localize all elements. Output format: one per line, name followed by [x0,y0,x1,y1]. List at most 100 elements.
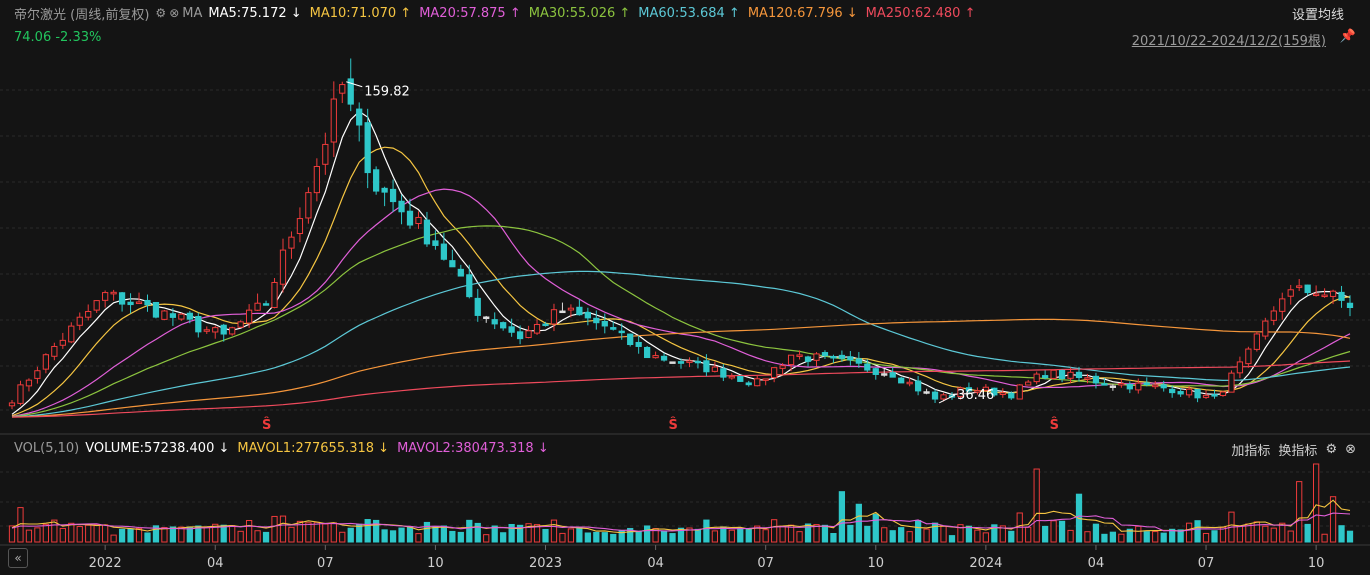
candle-body [669,361,676,364]
volume-bar [42,523,49,543]
candle-body [1075,371,1083,378]
volume-bar [1177,529,1184,543]
volume-bar [1313,463,1320,543]
volume-bar [593,531,600,543]
candle-body [923,391,930,394]
candle-body [1338,291,1345,301]
candle-body [440,243,448,260]
ma120-line [11,318,1351,418]
volume-bar [1338,525,1345,543]
candle-body [1058,369,1066,380]
candle-body [754,378,761,387]
volume-bar [864,525,871,543]
candle-body [745,382,752,386]
candle-body [1270,310,1277,321]
volume-bar [474,522,481,543]
ma-legend-item: MA10:71.070 ↑ [309,5,412,21]
volume-bar [1304,523,1311,543]
volume-bar [974,529,981,543]
settings-icon[interactable]: ⚙ [155,6,167,20]
volume-bar [559,532,566,543]
candle-body [1092,375,1100,384]
volume-bar [102,524,109,543]
ma-legend: MA5:75.172 ↓ MA10:71.070 ↑ MA20:57.875 ↑ MA… [208,6,983,21]
volume-bar [135,527,143,543]
volume-bar [1152,531,1159,543]
volume-bar [796,531,803,543]
volume-bar [144,532,151,543]
candle-body [1008,392,1015,399]
candle-body [1313,293,1320,297]
candle-body [406,210,414,226]
volume-bar [694,528,702,543]
close-icon[interactable]: ⊗ [1345,442,1356,457]
volume-bar [906,531,913,543]
candle-body [974,390,981,393]
candle-body [1211,394,1218,397]
candle-body [965,387,973,392]
volume-bar [1101,533,1108,543]
candle-body [1177,391,1184,395]
close-icon[interactable]: ⊗ [169,6,180,20]
volume-bar [1050,520,1057,543]
candle-body [474,297,481,316]
candle-body [42,354,49,370]
candle-body [999,392,1006,395]
candle-body [838,354,846,359]
volume-bar [440,525,448,543]
candle-body [76,316,83,326]
volume-bar [1008,530,1015,543]
candle-body [373,169,380,192]
volume-bar [279,515,287,543]
volume-bar [34,527,41,543]
gear-icon[interactable]: ⚙ [1325,442,1338,457]
candle-body [1152,384,1159,388]
candle-body [542,323,549,327]
volume-bar [847,524,854,543]
candle-body [34,370,41,379]
candle-body [1245,348,1252,365]
volume-bar [516,524,524,543]
add-indicator-button[interactable]: 加指标 [1231,444,1271,459]
volume-bar [635,530,642,543]
date-range-link[interactable]: 2021/10/22-2024/12/2(159根) [1131,34,1326,49]
volume-bar [1169,528,1176,543]
candle-body [1042,375,1049,379]
candle-body [381,187,388,193]
candle-body [1185,388,1193,396]
candle-body [694,360,702,364]
candle-body [237,321,244,328]
volume-bar [737,527,744,543]
volume-bar [406,526,414,543]
candle-body [1219,391,1227,396]
pin-icon[interactable]: 📌 [1339,29,1356,44]
candle-body [423,219,431,245]
candle-body [296,218,304,235]
volume-bar [940,525,947,543]
x-tick-label: 04 [1088,556,1105,571]
volume-legend-item: MAVOL2:380473.318 ↓ [397,441,549,456]
candle-body [271,281,278,308]
ma10-line [11,146,1351,417]
switch-indicator-button[interactable]: 换指标 [1278,444,1318,459]
candle-body [1084,377,1091,380]
volume-bar [542,528,549,543]
candle-body [1228,372,1235,393]
volume-bar [948,535,956,543]
volume-bar [533,524,541,543]
ma5-line [11,110,1351,415]
candle-body [457,268,464,277]
candle-body [1202,394,1210,398]
volume-bar [1211,530,1218,543]
candle-body [449,260,456,268]
scroll-left-button[interactable]: « [8,548,28,568]
set-ma-button[interactable]: 设置均线 [1291,8,1344,23]
volume-legend: VOLUME:57238.400 ↓ MAVOL1:277655.318 ↓ MAV… [85,441,557,456]
volume-bar [296,520,304,543]
candle-body [940,394,947,400]
candle-body [982,386,989,391]
candle-body [68,325,75,343]
candle-body [787,354,795,366]
volume-bar [1042,525,1049,543]
